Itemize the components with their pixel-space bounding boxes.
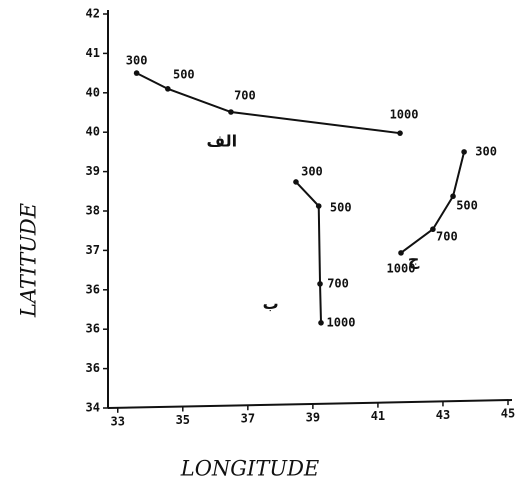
series-line — [400, 151, 466, 254]
point — [461, 149, 467, 155]
y-tick-label: 37 — [86, 243, 100, 257]
x-tick-label: 35 — [176, 413, 190, 427]
y-tick-label: 36 — [86, 361, 100, 375]
point-label: 300 — [475, 144, 497, 158]
x-tick-label: 33 — [111, 414, 125, 428]
series-line — [295, 181, 323, 323]
y-axis-title: LATITUDE — [17, 203, 41, 318]
x-tick-label: 43 — [436, 408, 450, 422]
y-tick-label: 39 — [86, 164, 100, 178]
series-name: الف — [207, 132, 238, 151]
x-axis-title: LONGITUDE — [180, 457, 319, 481]
y-tick-label: 42 — [86, 7, 100, 21]
point — [398, 250, 404, 256]
y-tick-label: 40 — [86, 125, 100, 139]
point — [430, 226, 436, 233]
point — [228, 109, 234, 115]
point-label: 700 — [327, 276, 349, 290]
point-label: 1000 — [390, 108, 419, 122]
point — [317, 281, 323, 287]
x-axis — [107, 399, 513, 409]
y-tick-label: 36 — [86, 322, 100, 336]
y-tick-label: 41 — [86, 46, 100, 60]
point-label: 300 — [301, 164, 323, 178]
y-tick-label: 40 — [86, 85, 100, 99]
x-tick-label: 45 — [501, 407, 515, 421]
point — [133, 70, 140, 76]
point — [450, 193, 456, 200]
y-tick-label: 38 — [86, 204, 100, 218]
series-name: ج — [408, 250, 420, 269]
point-label: 500 — [173, 67, 195, 81]
point — [165, 86, 171, 92]
point-label: 1000 — [387, 261, 416, 275]
x-tick-label: 39 — [306, 410, 320, 424]
x-tick-label: 37 — [241, 412, 255, 426]
series-line — [136, 72, 401, 135]
point-label: 700 — [234, 89, 256, 103]
point-label: 700 — [436, 230, 458, 244]
series-name: ب — [263, 294, 279, 313]
point-label: 500 — [456, 199, 478, 213]
point — [397, 130, 403, 136]
y-tick-label: 36 — [86, 282, 100, 296]
point-label: 1000 — [327, 315, 356, 329]
point — [318, 319, 324, 326]
point-label: 300 — [126, 54, 148, 68]
point-label: 500 — [330, 201, 352, 215]
y-tick-label: 34 — [86, 401, 100, 415]
x-tick-label: 41 — [371, 409, 385, 423]
point — [315, 203, 322, 209]
point — [293, 179, 299, 185]
